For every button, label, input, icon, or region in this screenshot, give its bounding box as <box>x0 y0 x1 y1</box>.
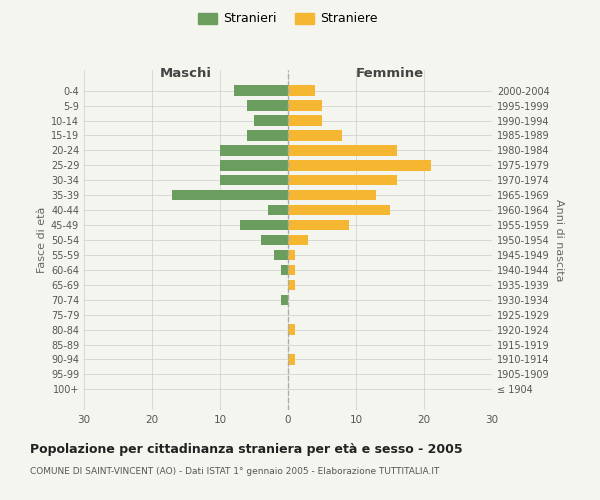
Bar <box>288 190 376 200</box>
Bar <box>247 100 288 111</box>
Bar <box>274 250 288 260</box>
Legend: Stranieri, Straniere: Stranieri, Straniere <box>194 8 382 29</box>
Bar <box>288 264 295 275</box>
Bar <box>220 160 288 170</box>
Bar <box>288 130 343 140</box>
Text: Popolazione per cittadinanza straniera per età e sesso - 2005: Popolazione per cittadinanza straniera p… <box>30 442 463 456</box>
Bar <box>281 294 288 305</box>
Bar <box>288 250 295 260</box>
Bar <box>288 160 431 170</box>
Y-axis label: Fasce di età: Fasce di età <box>37 207 47 273</box>
Bar <box>233 86 288 96</box>
Bar <box>220 145 288 156</box>
Bar <box>288 100 322 111</box>
Bar <box>288 220 349 230</box>
Bar <box>288 116 322 126</box>
Bar <box>288 280 295 290</box>
Bar <box>254 116 288 126</box>
Bar <box>288 175 397 186</box>
Bar <box>220 175 288 186</box>
Bar <box>288 86 315 96</box>
Bar <box>288 145 397 156</box>
Text: COMUNE DI SAINT-VINCENT (AO) - Dati ISTAT 1° gennaio 2005 - Elaborazione TUTTITA: COMUNE DI SAINT-VINCENT (AO) - Dati ISTA… <box>30 468 439 476</box>
Bar <box>288 205 390 216</box>
Bar <box>241 220 288 230</box>
Bar <box>247 130 288 140</box>
Bar <box>268 205 288 216</box>
Bar <box>261 235 288 245</box>
Text: Femmine: Femmine <box>356 67 424 80</box>
Bar <box>288 235 308 245</box>
Bar <box>288 354 295 364</box>
Bar <box>281 264 288 275</box>
Text: Maschi: Maschi <box>160 67 212 80</box>
Bar <box>172 190 288 200</box>
Y-axis label: Anni di nascita: Anni di nascita <box>554 198 563 281</box>
Bar <box>288 324 295 335</box>
